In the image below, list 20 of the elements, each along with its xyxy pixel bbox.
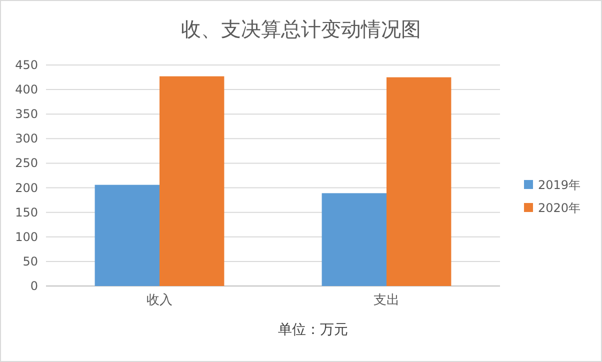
y-tick-label: 0 (30, 279, 38, 293)
x-tick-label: 支出 (374, 293, 400, 308)
y-tick-label: 350 (15, 107, 38, 122)
y-tick-label: 300 (15, 132, 38, 146)
legend-label: 2020年 (538, 201, 581, 215)
chart-title: 收、支决算总计变动情况图 (181, 17, 421, 41)
x-tick-label: 收入 (146, 293, 172, 308)
y-tick-label: 50 (22, 254, 38, 268)
legend-label: 2019年 (538, 178, 581, 192)
text: 单位：万元 (278, 322, 348, 338)
y-tick-label: 100 (15, 230, 38, 244)
bar (322, 193, 386, 286)
y-tick-label: 150 (15, 205, 38, 220)
bar (386, 77, 452, 286)
bar (160, 76, 224, 286)
y-tick-label: 450 (15, 58, 38, 72)
y-tick-label: 250 (15, 156, 38, 170)
y-tick-label: 400 (15, 82, 38, 97)
y-tick-label: 200 (15, 180, 38, 195)
bar (94, 184, 160, 286)
